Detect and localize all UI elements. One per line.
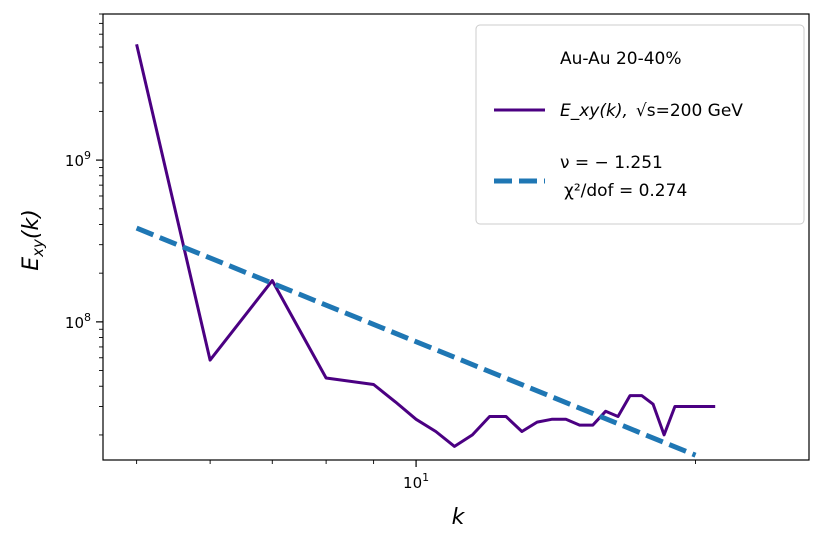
y-tick-label: 109 <box>65 149 91 170</box>
data-line <box>135 43 716 448</box>
fit-line <box>135 225 697 458</box>
legend-label-fit-nu: ν = − 1.251 <box>560 153 663 173</box>
x-axis-ticks: 101 <box>136 460 696 492</box>
legend-label-data: E_xy(k), √s=200 GeV <box>560 101 743 121</box>
legend-label-data-energy: √s=200 GeV <box>636 101 743 121</box>
x-tick-label: 101 <box>403 471 429 492</box>
y-axis-label-sub: xy <box>29 238 47 258</box>
legend: Au-Au 20-40% E_xy(k), √s=200 GeV ν = − 1.… <box>475 24 805 225</box>
legend-box <box>475 24 805 225</box>
x-axis-label: k <box>452 505 466 530</box>
y-axis-label-main: E <box>19 257 44 271</box>
plot-frame <box>102 13 810 461</box>
y-axis-label-arg: (k) <box>19 209 44 239</box>
legend-label-data-main: E_xy(k), <box>560 101 628 121</box>
series-layer <box>135 43 716 458</box>
y-tick-label: 108 <box>65 311 91 332</box>
legend-title: Au-Au 20-40% <box>560 49 682 69</box>
legend-label-fit-chi2: χ²/dof = 0.274 <box>564 181 687 201</box>
y-axis-ticks: 108 109 <box>65 13 103 436</box>
y-axis-label: Exy(k) <box>19 209 47 271</box>
